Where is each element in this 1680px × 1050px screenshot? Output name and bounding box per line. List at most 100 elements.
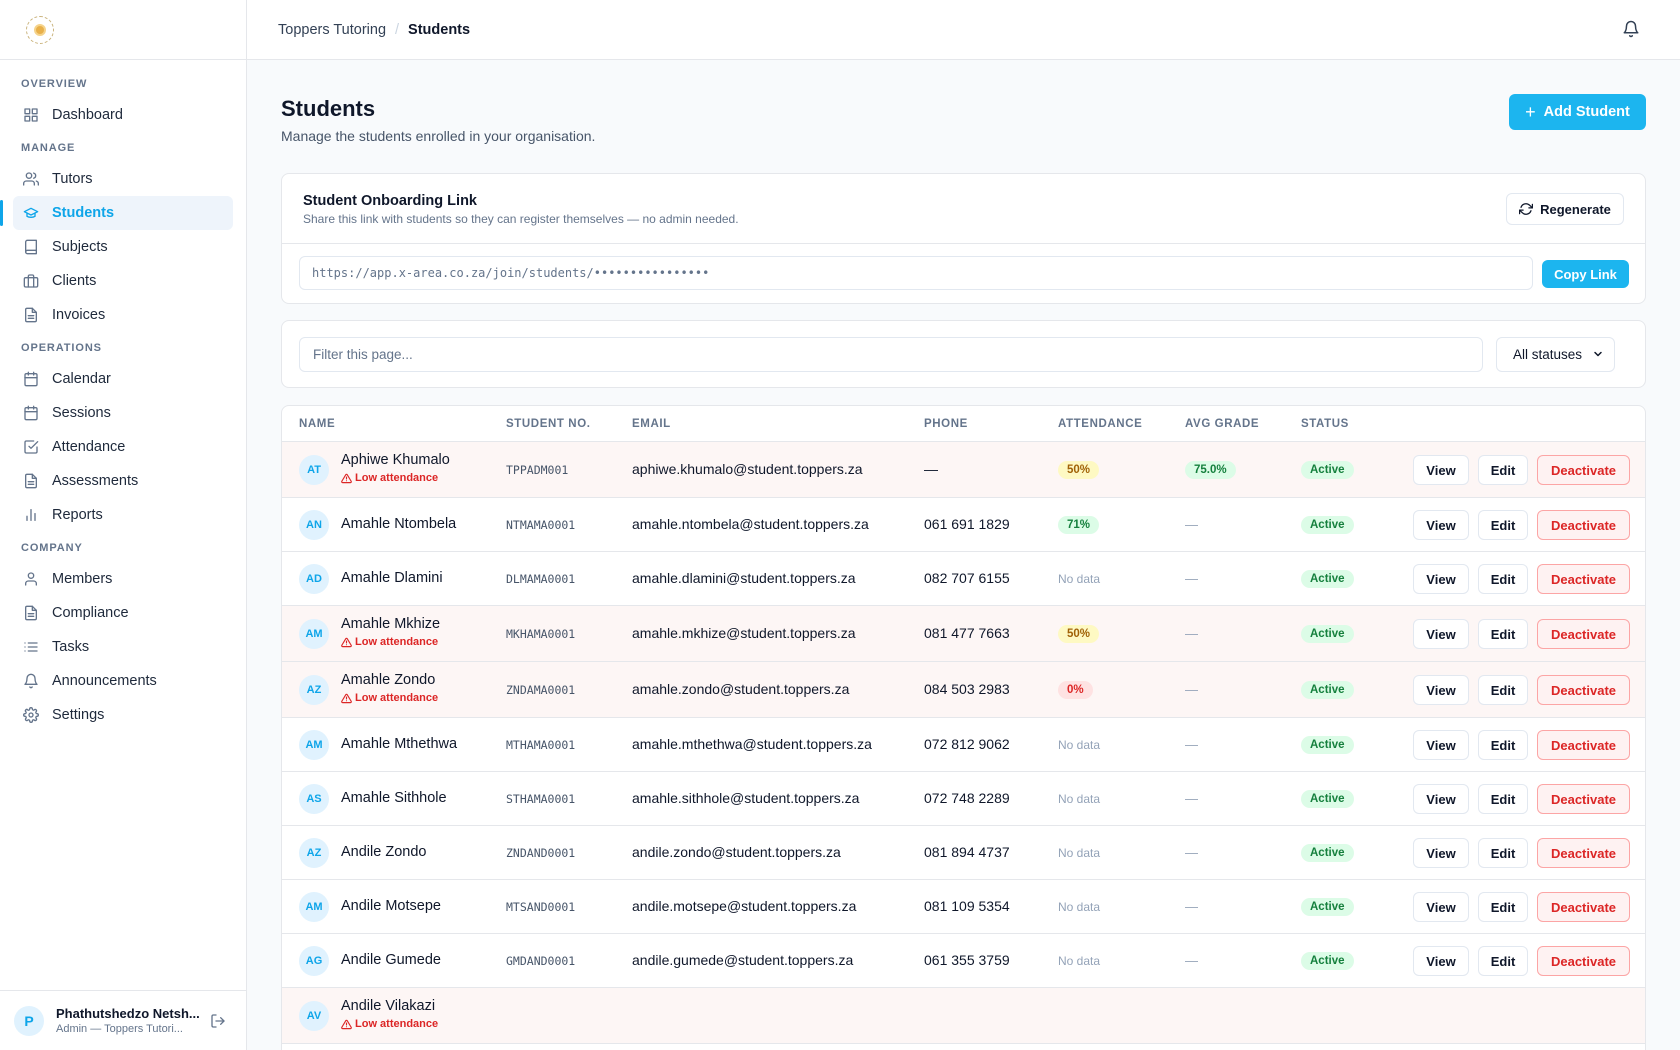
attendance-value: 0% <box>1058 681 1093 699</box>
view-button[interactable]: View <box>1413 455 1469 485</box>
nav-section-overview: OVERVIEW <box>21 78 88 90</box>
main-content: Students Manage the students enrolled in… <box>247 60 1680 1050</box>
book-icon <box>23 239 39 255</box>
deactivate-button[interactable]: Deactivate <box>1537 510 1630 540</box>
copy-link-button[interactable]: Copy Link <box>1542 260 1629 288</box>
sidebar-nav: OVERVIEW Dashboard MANAGE Tutors Students Sub… <box>0 60 246 732</box>
table-row: AZ Andile Zondo ZNDAND0001 andile.zondo@stu… <box>282 826 1645 880</box>
view-button[interactable]: View <box>1413 675 1469 705</box>
status-badge: Active <box>1301 789 1354 808</box>
table-row: AN Amahle Ntombela NTMAMA0001 amahle.ntombe… <box>282 498 1645 552</box>
sidebar-item-tutors[interactable]: Tutors <box>13 162 233 196</box>
sidebar-item-subjects[interactable]: Subjects <box>13 230 233 264</box>
view-button[interactable]: View <box>1413 564 1469 594</box>
student-name[interactable]: Andile Zondo <box>341 844 427 860</box>
student-name[interactable]: Amahle Ntombela <box>341 516 457 532</box>
calendar-icon <box>23 371 39 387</box>
avatar: AZ <box>299 675 329 705</box>
edit-button[interactable]: Edit <box>1478 675 1528 705</box>
sidebar-item-label: Attendance <box>52 439 126 455</box>
edit-button[interactable]: Edit <box>1478 730 1528 760</box>
sidebar-item-members[interactable]: Members <box>13 562 233 596</box>
sidebar-item-invoices[interactable]: Invoices <box>13 298 233 332</box>
deactivate-button[interactable]: Deactivate <box>1537 619 1630 649</box>
student-name[interactable]: Andile Motsepe <box>341 898 441 914</box>
regenerate-button[interactable]: Regenerate <box>1506 193 1624 225</box>
table-row: AM Amahle Mkhize Low attendance MKHAMA0001 a… <box>282 606 1645 662</box>
sidebar-item-calendar[interactable]: Calendar <box>13 362 233 396</box>
sidebar-item-reports[interactable]: Reports <box>13 498 233 532</box>
view-button[interactable]: View <box>1413 946 1469 976</box>
filter-input[interactable]: Filter this page... <box>299 337 1483 372</box>
sidebar-item-compliance[interactable]: Compliance <box>13 596 233 630</box>
status-value: Active <box>1301 790 1354 808</box>
sidebar-item-tasks[interactable]: Tasks <box>13 630 233 664</box>
bell-icon <box>23 673 39 689</box>
deactivate-button[interactable]: Deactivate <box>1537 784 1630 814</box>
edit-button[interactable]: Edit <box>1478 892 1528 922</box>
student-name[interactable]: Amahle Dlamini <box>341 570 443 586</box>
student-phone: 084 503 2983 <box>924 681 1010 697</box>
student-name[interactable]: Amahle Mkhize <box>341 616 441 632</box>
view-button[interactable]: View <box>1413 730 1469 760</box>
onboarding-link-field[interactable]: https://app.x-area.co.za/join/students/•… <box>299 256 1533 290</box>
edit-button[interactable]: Edit <box>1478 946 1528 976</box>
status-badge: Active <box>1301 843 1354 862</box>
avg-grade-empty: — <box>1185 682 1198 697</box>
edit-button[interactable]: Edit <box>1478 564 1528 594</box>
table-row: AV Andile Vilakazi Low attendance <box>282 988 1645 1044</box>
deactivate-button[interactable]: Deactivate <box>1537 564 1630 594</box>
onboarding-link-card: Student Onboarding Link Share this link … <box>281 173 1646 304</box>
student-name[interactable]: Andile Vilakazi <box>341 998 436 1014</box>
notifications-bell-icon[interactable] <box>1622 20 1640 42</box>
status-filter-select[interactable]: All statuses <box>1496 337 1615 372</box>
view-button[interactable]: View <box>1413 892 1469 922</box>
deactivate-button[interactable]: Deactivate <box>1537 892 1630 922</box>
sidebar-item-settings[interactable]: Settings <box>13 698 233 732</box>
student-phone: — <box>924 461 938 477</box>
deactivate-button[interactable]: Deactivate <box>1537 675 1630 705</box>
sidebar-item-sessions[interactable]: Sessions <box>13 396 233 430</box>
gear-icon <box>23 707 39 723</box>
sidebar-item-students[interactable]: Students <box>0 196 233 230</box>
student-name[interactable]: Aphiwe Khumalo <box>341 452 450 468</box>
view-button[interactable]: View <box>1413 838 1469 868</box>
table-row: AM Amahle Mthethwa MTHAMA0001 amahle.mtheth… <box>282 718 1645 772</box>
view-button[interactable]: View <box>1413 510 1469 540</box>
status-value: Active <box>1301 681 1354 699</box>
header-attendance: ATTENDANCE <box>1058 418 1143 430</box>
sidebar-item-announcements[interactable]: Announcements <box>13 664 233 698</box>
deactivate-button[interactable]: Deactivate <box>1537 946 1630 976</box>
view-button[interactable]: View <box>1413 784 1469 814</box>
deactivate-button[interactable]: Deactivate <box>1537 730 1630 760</box>
student-number: ZNDAND0001 <box>506 846 576 860</box>
deactivate-button[interactable]: Deactivate <box>1537 455 1630 485</box>
sidebar-item-attendance[interactable]: Attendance <box>13 430 233 464</box>
logo[interactable] <box>26 15 54 44</box>
student-name[interactable]: Amahle Sithhole <box>341 790 447 806</box>
edit-button[interactable]: Edit <box>1478 510 1528 540</box>
logout-icon[interactable] <box>210 1013 226 1034</box>
sidebar-item-clients[interactable]: Clients <box>13 264 233 298</box>
breadcrumb-org[interactable]: Toppers Tutoring <box>278 21 387 38</box>
student-name[interactable]: Amahle Zondo <box>341 672 436 688</box>
student-name[interactable]: Andile Gumede <box>341 952 441 968</box>
status-value: Active <box>1301 952 1354 970</box>
add-student-button[interactable]: + Add Student <box>1509 94 1646 130</box>
sidebar-item-dashboard[interactable]: Dashboard <box>13 98 233 132</box>
view-button[interactable]: View <box>1413 619 1469 649</box>
student-email: andile.zondo@student.toppers.za <box>632 844 841 860</box>
deactivate-button[interactable]: Deactivate <box>1537 838 1630 868</box>
sidebar-item-assessments[interactable]: Assessments <box>13 464 233 498</box>
avg-grade-empty: — <box>1185 791 1198 806</box>
edit-button[interactable]: Edit <box>1478 784 1528 814</box>
sidebar-item-label: Clients <box>52 273 97 289</box>
edit-button[interactable]: Edit <box>1478 455 1528 485</box>
attendance-badge: 0% <box>1058 680 1093 699</box>
status-badge: Active <box>1301 951 1354 970</box>
edit-button[interactable]: Edit <box>1478 838 1528 868</box>
student-name[interactable]: Amahle Mthethwa <box>341 736 458 752</box>
status-value: Active <box>1301 844 1354 862</box>
edit-button[interactable]: Edit <box>1478 619 1528 649</box>
user-profile[interactable]: P Phathutshedzo Netsh... Admin — Toppers… <box>0 990 246 1050</box>
